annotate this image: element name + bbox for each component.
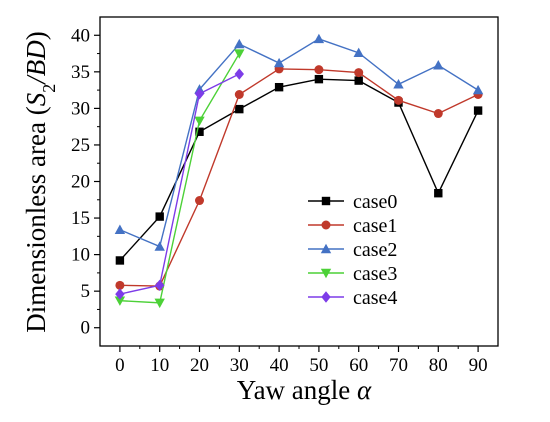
series-case4: [115, 68, 244, 300]
data-point-case0: [434, 188, 443, 198]
x-axis-title: Yaw angle α: [237, 375, 372, 405]
x-tick-label: 30: [230, 355, 249, 376]
legend-label: case3: [353, 263, 397, 285]
data-point-case2: [313, 33, 325, 44]
data-point-case1: [234, 89, 244, 99]
legend-label: case1: [353, 215, 397, 237]
x-tick-label: 0: [115, 355, 125, 376]
y-tick-label: 25: [71, 135, 90, 156]
data-point-case0: [354, 76, 363, 85]
legend-item-case1: case1: [308, 215, 397, 237]
x-axis-title-var: α: [357, 375, 372, 405]
legend-marker: [320, 268, 332, 279]
data-point-case4: [194, 88, 205, 100]
data-point-case2: [353, 47, 364, 58]
legend-item-case3: case3: [308, 263, 397, 285]
data-point-case3: [234, 49, 245, 59]
y-axis-title-close: ): [21, 31, 51, 40]
legend-item-case2: case2: [308, 239, 397, 261]
x-tick-label: 70: [389, 355, 408, 376]
data-point-case0: [155, 212, 164, 221]
data-point-case4: [155, 279, 165, 292]
data-point-case2: [393, 79, 404, 89]
data-point-case1: [314, 65, 324, 75]
y-tick-label: 40: [71, 25, 90, 46]
legend-marker: [321, 220, 331, 230]
series-line-case2: [119, 38, 479, 248]
y-axis-title-text: Dimensionless area (: [21, 106, 51, 332]
y-tick-label: 10: [71, 245, 90, 266]
data-point-case3: [194, 116, 205, 127]
y-tick-label: 20: [71, 172, 90, 193]
series-case2: [114, 33, 484, 251]
y-tick-label: 15: [71, 208, 90, 229]
y-tick-label: 0: [81, 318, 91, 339]
series-line-case1: [119, 68, 479, 287]
data-point-case2: [472, 84, 484, 95]
data-point-case0: [274, 82, 284, 92]
data-point-case1: [354, 68, 364, 78]
series-line-case4: [119, 73, 240, 295]
data-point-case0: [473, 106, 483, 115]
data-point-case2: [273, 57, 285, 68]
y-tick-label: 30: [71, 98, 90, 119]
data-point-case2: [114, 224, 126, 234]
data-point-case0: [314, 74, 324, 84]
series-case3: [114, 49, 245, 309]
x-tick-label: 90: [469, 355, 488, 376]
data-point-case1: [195, 196, 204, 206]
data-point-case4: [115, 288, 125, 300]
data-point-case2: [234, 38, 245, 49]
legend-label: case0: [353, 191, 397, 213]
legend-marker: [321, 291, 331, 303]
legend-item-case0: case0: [308, 191, 397, 213]
y-tick-label: 35: [71, 62, 90, 83]
y-axis-title: Dimensionless area (S2/BD): [21, 31, 59, 332]
data-point-case2: [433, 60, 444, 70]
data-point-case1: [433, 109, 443, 119]
y-axis-title-sub: 2: [39, 84, 59, 93]
data-point-case1: [115, 280, 125, 290]
x-tick-label: 40: [270, 355, 289, 376]
data-point-case4: [234, 68, 244, 80]
legend-label: case2: [353, 239, 397, 261]
legend-marker: [321, 196, 331, 206]
y-axis-title-ratio: /BD: [21, 40, 51, 86]
x-axis-title-text: Yaw angle: [237, 375, 357, 405]
legend-item-case4: case4: [308, 287, 397, 309]
x-tick-label: 10: [150, 355, 169, 376]
x-tick-label: 20: [190, 355, 209, 376]
data-point-case3: [114, 296, 126, 306]
y-axis-title-var: S: [21, 92, 51, 106]
x-tick-label: 80: [429, 355, 448, 376]
series-case0: [115, 74, 483, 265]
data-point-case2: [154, 241, 165, 251]
data-point-case0: [235, 104, 244, 114]
y-tick-label: 5: [81, 281, 91, 302]
x-tick-label: 60: [349, 355, 368, 376]
data-point-case3: [154, 298, 165, 309]
data-point-case0: [115, 256, 125, 265]
legend-label: case4: [353, 287, 397, 309]
series-line-case3: [119, 53, 240, 304]
legend-marker: [320, 243, 332, 254]
data-point-case1: [394, 95, 403, 105]
data-point-case0: [195, 127, 204, 136]
series-line-case0: [119, 78, 479, 261]
x-tick-label: 50: [309, 355, 328, 376]
